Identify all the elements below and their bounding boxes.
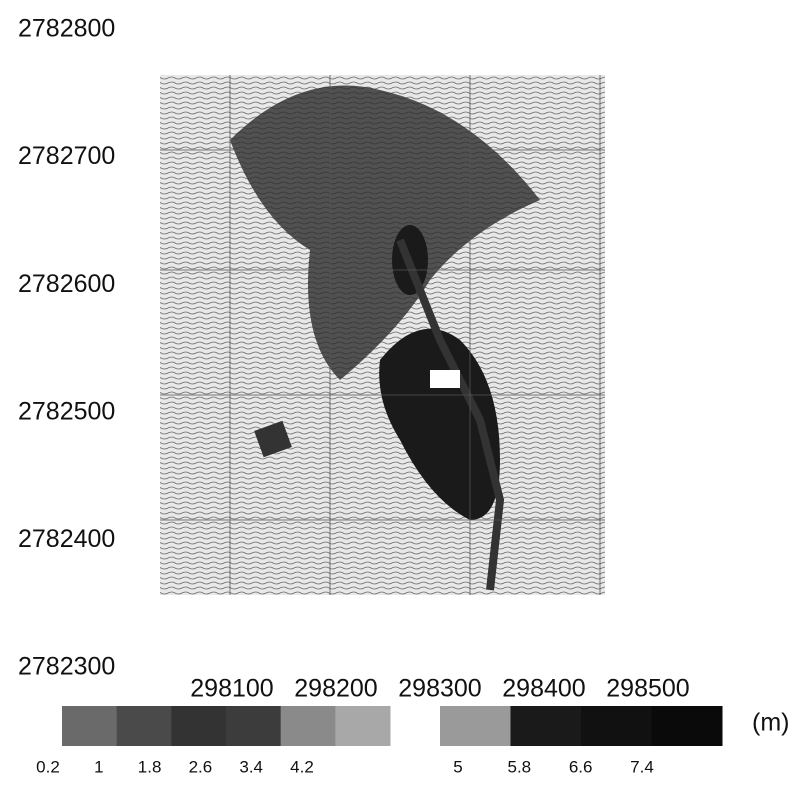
colorbar-tick-label: 5.8 (508, 757, 532, 776)
colorbar-swatch (510, 706, 582, 746)
colorbar-tick-label: 5 (453, 757, 462, 776)
colorbar-tick-label: 1 (94, 757, 103, 776)
x-tick-label: 298400 (502, 675, 585, 703)
colorbar-swatch (335, 706, 391, 746)
y-tick-label: 2782400 (18, 525, 115, 553)
y-tick-label: 2782800 (18, 15, 115, 43)
colorbar-swatch (280, 706, 336, 746)
y-tick-label: 2782500 (18, 397, 115, 425)
colorbar-tick-label: 2.6 (189, 757, 213, 776)
colorbar-tick-label: 0.2 (36, 757, 60, 776)
colorbar-tick-label: 3.4 (239, 757, 263, 776)
colorbar-swatch (581, 706, 652, 746)
y-tick-label: 2782300 (18, 653, 115, 681)
colorbar-tick-label: 7.4 (630, 757, 654, 776)
colorbar-swatch (116, 706, 172, 746)
colorbar-unit: (m) (752, 709, 789, 737)
colorbar-swatch (440, 706, 511, 746)
colorbar-tick-label: 4.2 (290, 757, 314, 776)
colorbar-tick-label: 6.6 (569, 757, 593, 776)
colorbar-swatch (226, 706, 282, 746)
colorbar-tick-label: 1.8 (138, 757, 162, 776)
y-tick-label: 2782600 (18, 270, 115, 298)
x-tick-label: 298200 (294, 675, 377, 703)
x-tick-label: 298300 (398, 675, 481, 703)
colorbar-swatch (62, 706, 118, 746)
x-tick-label: 298100 (190, 675, 273, 703)
x-tick-label: 298500 (606, 675, 689, 703)
y-tick-label: 2782700 (18, 142, 115, 170)
colorbar-swatch (651, 706, 723, 746)
colorbar-swatch (171, 706, 227, 746)
map-image (160, 75, 605, 595)
